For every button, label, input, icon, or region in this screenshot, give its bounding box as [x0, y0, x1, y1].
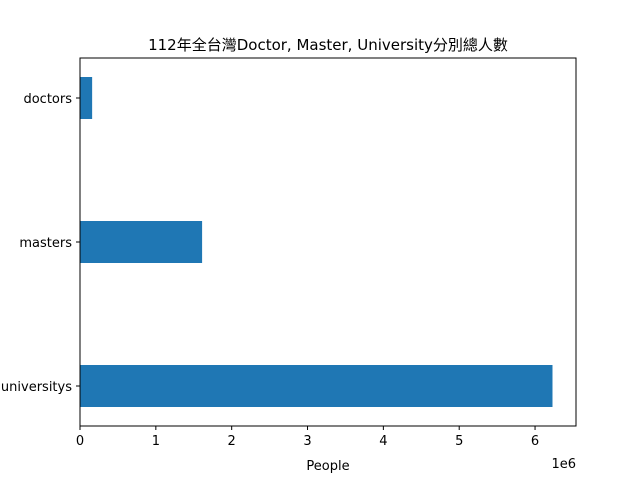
y-axis: doctors masters universitys: [1, 92, 80, 395]
x-tick-label: 1: [152, 434, 160, 449]
x-tick-label: 6: [531, 434, 539, 449]
bar-universitys: [80, 365, 553, 407]
y-tick-label: doctors: [23, 92, 72, 107]
x-tick-label: 4: [379, 434, 387, 449]
x-axis-offset-label: 1e6: [551, 457, 576, 472]
x-axis: 0 1 2 3 4 5 6: [76, 426, 539, 449]
bars-group: [80, 77, 553, 407]
x-tick-label: 3: [303, 434, 311, 449]
y-tick-label: universitys: [1, 380, 72, 395]
x-tick-label: 2: [228, 434, 236, 449]
x-axis-label: People: [306, 459, 349, 474]
bar-masters: [80, 221, 203, 263]
x-tick-label: 0: [76, 434, 84, 449]
chart-title: 112年全台灣Doctor, Master, University分別總人數: [148, 36, 508, 54]
bar-doctors: [80, 77, 93, 119]
y-tick-label: masters: [19, 236, 72, 251]
x-tick-label: 5: [455, 434, 463, 449]
